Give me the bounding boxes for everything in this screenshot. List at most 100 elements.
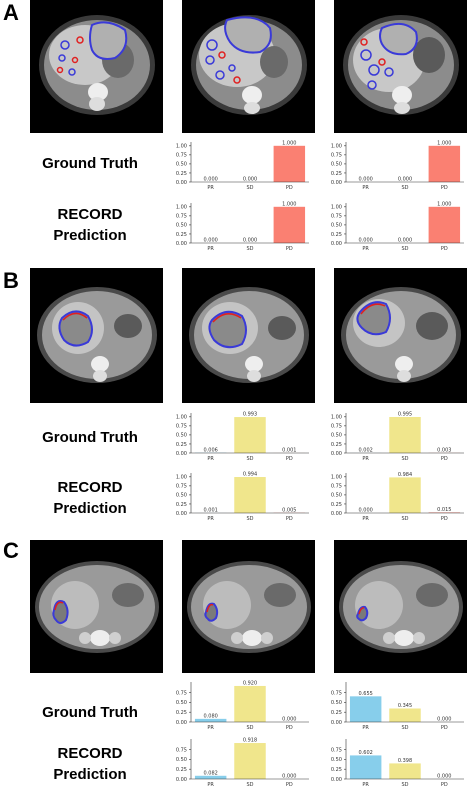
y-tick-label: 0.00 [176,451,187,457]
y-tick-label: 0.25 [176,171,187,177]
ct-scan-a1 [30,0,163,133]
value-label-sd: 0.000 [243,238,257,244]
y-tick-label: 0.50 [176,433,187,439]
x-tick-label-pr: PR [207,246,214,252]
x-tick-label-pr: PR [207,456,214,462]
value-label-sd: 0.000 [243,177,257,183]
y-tick-label: 0.00 [331,180,342,186]
x-tick-label-pr: PR [207,185,214,191]
x-tick-label-pd: PD [441,246,448,252]
ground-truth-label: Ground Truth [42,704,138,721]
y-tick-label: 0.75 [331,690,342,696]
bar-sd [234,743,266,779]
record-label: RECORD [57,745,123,762]
y-tick-label: 0.75 [331,214,342,220]
panel-letter-b: B [3,268,19,293]
y-tick-label: 0.50 [176,757,187,763]
x-tick-label-sd: SD [246,782,253,788]
x-tick-label-pd: PD [286,456,293,462]
y-tick-label: 0.50 [331,493,342,499]
x-tick-label-pr: PR [362,185,369,191]
y-tick-label: 0.50 [176,162,187,168]
y-tick-label: 1.00 [331,475,342,481]
panel-letter-c: C [3,538,19,563]
bar-chart-c-gt-2: 0.00 0.25 0.50 0.75 0.655 PR 0.345 SD 0.000 PD [318,678,468,732]
chart-svg: 0.00 0.25 0.50 0.75 0.655 PR 0.345 SD 0.000 PD [331,682,464,731]
ground-truth-label: Ground Truth [42,429,138,446]
y-tick-label: 0.75 [176,484,187,490]
value-label-pd: 0.003 [437,447,451,453]
value-label-pr: 0.082 [204,770,218,776]
prediction-label: Prediction [53,500,127,517]
chart-svg: 0.00 0.25 0.50 0.75 0.080 PR 0.920 SD 0.000 PD [176,680,309,731]
y-tick-label: 0.00 [331,511,342,517]
value-label-pr: 0.000 [204,177,218,183]
prediction-label: Prediction [53,766,127,783]
y-tick-label: 1.00 [176,475,187,481]
x-tick-label-pd: PD [286,516,293,522]
bar-pd [273,145,306,182]
value-label-pd: 1.000 [282,140,296,146]
chart-svg: 0.00 0.25 0.50 0.75 1.00 0.002 PR 0.995 SD 0.003 P… [331,411,464,462]
y-tick-label: 1.00 [331,144,342,150]
row-label-prediction-a: RECORD Prediction [10,204,170,246]
x-tick-label-pd: PD [441,185,448,191]
record-label: RECORD [57,479,123,496]
y-tick-label: 0.25 [331,232,342,238]
ct-scan-c1 [30,540,163,673]
x-tick-label-sd: SD [246,516,253,522]
x-tick-label-sd: SD [246,246,253,252]
value-label-sd: 0.398 [398,758,412,764]
x-tick-label-pd: PD [441,516,448,522]
y-tick-label: 0.50 [331,162,342,168]
y-tick-label: 0.50 [176,493,187,499]
y-tick-label: 0.25 [176,442,187,448]
bar-pr [194,718,227,722]
value-label-pd: 0.015 [437,507,451,513]
y-tick-label: 0.75 [176,153,187,159]
bar-chart-b-gt-2: 0.00 0.25 0.50 0.75 1.00 0.002 PR 0.995 SD 0.003 P… [318,409,468,463]
bar-chart-c-gt-1: 0.00 0.25 0.50 0.75 0.080 PR 0.920 SD 0.000 PD [163,678,313,732]
x-tick-label-sd: SD [401,782,408,788]
y-tick-label: 0.50 [331,757,342,763]
y-tick-label: 0.00 [176,511,187,517]
chart-svg: 0.00 0.25 0.50 0.75 1.00 0.000 PR 0.000 SD 1.000 P… [176,201,309,252]
y-tick-label: 1.00 [176,415,187,421]
y-tick-label: 0.00 [176,180,187,186]
x-tick-label-pr: PR [362,516,369,522]
y-tick-label: 0.75 [176,690,187,696]
bar-chart-a-pred-2: 0.00 0.25 0.50 0.75 1.00 0.000 PR 0.000 SD 1.000 P… [318,199,468,253]
x-tick-label-pr: PR [207,725,214,731]
x-tick-label-pr: PR [207,516,214,522]
x-tick-label-sd: SD [401,725,408,731]
bar-chart-a-pred-1: 0.00 0.25 0.50 0.75 1.00 0.000 PR 0.000 SD 1.000 P… [163,199,313,253]
x-tick-label-pr: PR [362,246,369,252]
x-tick-label-sd: SD [246,185,253,191]
x-tick-label-pd: PD [286,185,293,191]
x-tick-label-pd: PD [441,456,448,462]
ct-scan-c2 [182,540,315,673]
y-tick-label: 0.25 [331,502,342,508]
value-label-pr: 0.000 [359,508,373,514]
bar-pr [349,755,382,779]
bar-chart-c-pred-2: 0.00 0.25 0.50 0.75 0.602 PR 0.398 SD 0.000 PD [318,735,468,789]
value-label-sd: 0.918 [243,738,257,744]
bar-pd [428,206,461,243]
x-tick-label-pr: PR [362,456,369,462]
bar-chart-a-gt-2: 0.00 0.25 0.50 0.75 1.00 0.000 PR 0.000 SD 1.000 P… [318,138,468,192]
x-tick-label-sd: SD [401,185,408,191]
ct-scan-c3 [334,540,467,673]
y-tick-label: 0.75 [176,747,187,753]
x-tick-label-pd: PD [286,782,293,788]
bar-sd [389,416,421,453]
ct-scan-b1 [30,268,163,403]
value-label-pr: 0.602 [359,750,373,756]
value-label-pd: 0.000 [282,717,296,723]
y-tick-label: 0.25 [331,442,342,448]
y-tick-label: 0.25 [176,710,187,716]
x-tick-label-sd: SD [246,456,253,462]
row-label-ground-truth-b: Ground Truth [10,427,170,448]
y-tick-label: 0.25 [331,767,342,773]
y-tick-label: 0.50 [331,223,342,229]
y-tick-label: 0.00 [176,720,187,726]
